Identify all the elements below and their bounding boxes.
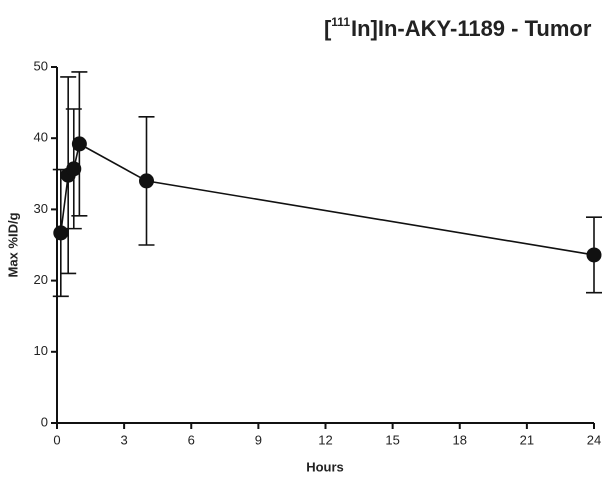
title-prefix: [ xyxy=(324,16,332,41)
line xyxy=(60,142,595,256)
x-tick-label: 15 xyxy=(385,432,399,447)
y-tick-label: 10 xyxy=(34,343,48,358)
x-tick-label: 21 xyxy=(520,432,534,447)
x-tick-label: 24 xyxy=(587,432,601,447)
x-tick-label: 9 xyxy=(255,432,262,447)
chart-title-rest: In]In-AKY-1189 - Tumor xyxy=(351,16,592,41)
x-axis-label: Hours xyxy=(306,459,344,474)
data-point xyxy=(66,161,82,177)
title-superscript: 111 xyxy=(331,15,350,29)
x-tick-label: 6 xyxy=(188,432,195,447)
data-point xyxy=(586,247,602,263)
y-tick-label: 20 xyxy=(34,272,48,287)
y-tick-label: 40 xyxy=(34,130,48,145)
data-point xyxy=(71,136,87,152)
y-axis-label: Max %ID/g xyxy=(5,212,20,277)
y-tick-label: 0 xyxy=(41,414,48,429)
y-tick-label: 30 xyxy=(34,201,48,216)
x-tick-label: 3 xyxy=(121,432,128,447)
chart-title: [111 xyxy=(324,15,350,41)
y-tick-label: 50 xyxy=(34,58,48,73)
data-point xyxy=(139,173,154,189)
x-tick-label: 12 xyxy=(318,432,332,447)
x-tick-label: 18 xyxy=(453,432,467,447)
data-point xyxy=(53,225,69,241)
x-tick-label: 0 xyxy=(53,432,60,447)
